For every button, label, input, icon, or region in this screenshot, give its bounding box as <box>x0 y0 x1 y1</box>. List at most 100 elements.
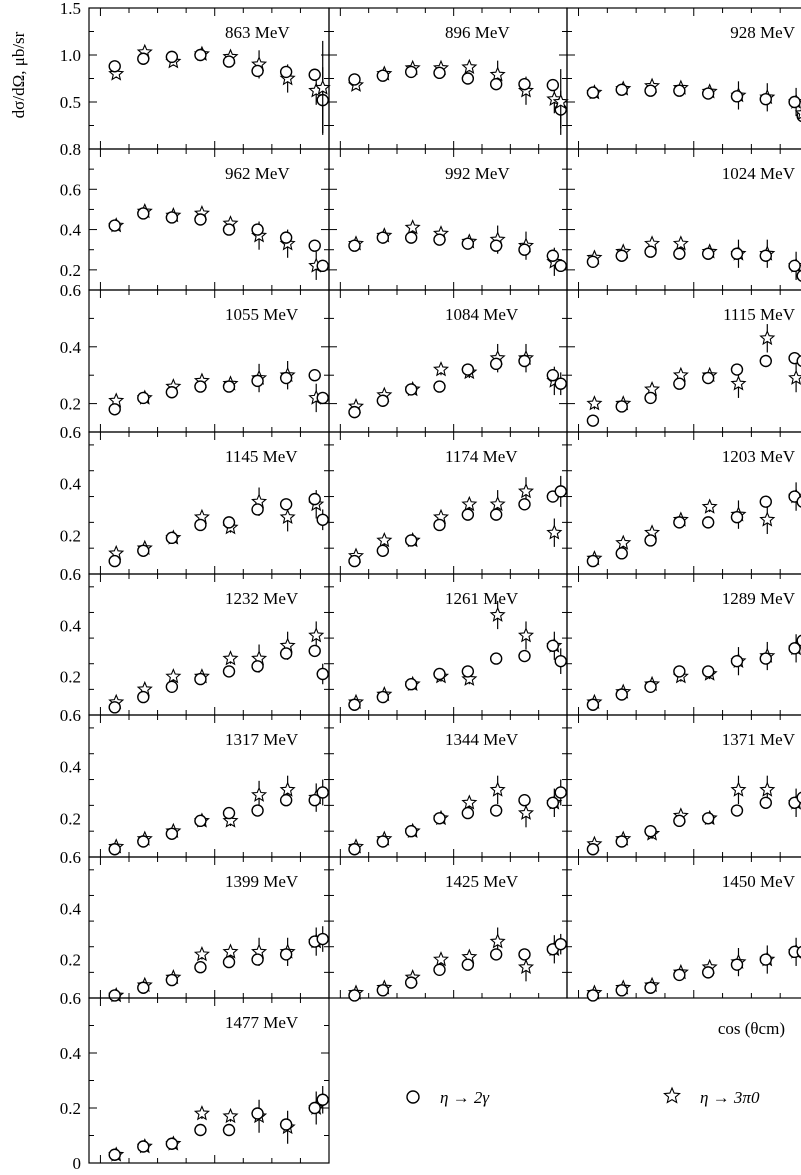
y-tick-label: 0.6 <box>60 706 81 725</box>
circle-point <box>461 958 475 971</box>
circle-point <box>701 516 715 529</box>
circle-point <box>546 249 560 262</box>
star-point <box>461 58 478 75</box>
circle-point <box>316 932 329 946</box>
panel-energy-label: 1289 MeV <box>722 589 796 608</box>
panel-energy-label: 1371 MeV <box>722 730 796 749</box>
circle-point <box>554 786 567 799</box>
star-point <box>193 945 210 962</box>
panel-896-mev: 896 MeV <box>328 7 569 150</box>
star-point <box>165 668 182 684</box>
circle-point <box>673 968 686 982</box>
circle-point <box>615 688 628 701</box>
circle-point <box>518 498 531 511</box>
circle-point <box>615 400 628 413</box>
panel-energy-label: 1055 MeV <box>225 305 299 324</box>
star-point <box>489 781 506 797</box>
panel-1174-mev: 1174 MeV <box>328 431 568 575</box>
panel-energy-label: 1317 MeV <box>225 730 299 749</box>
circle-point <box>222 1123 236 1137</box>
circle-point <box>489 357 503 371</box>
circle-point <box>615 547 628 560</box>
star-point <box>108 65 125 81</box>
circle-point <box>730 804 744 817</box>
circle-point <box>673 814 686 828</box>
circle-point <box>759 953 772 966</box>
circle-point <box>308 644 321 658</box>
circle-point <box>644 534 657 547</box>
legend-label-circle: η → 2γ <box>440 1088 490 1107</box>
panel-energy-label: 1203 MeV <box>722 447 796 466</box>
circle-point <box>730 511 744 524</box>
y-tick-label: 0.2 <box>60 526 81 545</box>
circle-point <box>222 516 236 529</box>
y-tick-label: 0.6 <box>60 281 81 300</box>
circle-point <box>108 403 121 416</box>
panel-1289-mev: 1289 MeV <box>566 573 801 716</box>
circle-point <box>348 554 361 568</box>
circle-point <box>701 966 715 979</box>
circle-point <box>279 948 293 961</box>
star-point <box>222 650 239 666</box>
circle-point <box>796 791 801 804</box>
circle-point <box>165 973 179 987</box>
circle-point <box>586 414 600 427</box>
y-tick-label: 0.4 <box>60 899 82 918</box>
circle-point <box>730 958 744 971</box>
circle-point <box>194 814 207 828</box>
circle-point <box>404 976 418 989</box>
circle-point <box>137 52 150 65</box>
panel-energy-label: 1450 MeV <box>722 872 796 891</box>
star-point <box>759 511 776 527</box>
circle-point <box>615 835 628 848</box>
star-point <box>672 235 689 251</box>
circle-point <box>308 68 321 81</box>
panel-energy-label: 1425 MeV <box>445 872 519 891</box>
circle-point <box>137 544 150 557</box>
circle-point <box>222 223 236 236</box>
circle-point <box>586 698 600 711</box>
circle-point <box>194 961 207 974</box>
y-tick-label: 0.4 <box>60 1044 82 1063</box>
circle-point <box>222 665 236 678</box>
star-point <box>586 395 603 411</box>
circle-point <box>796 945 801 958</box>
star-point <box>546 524 563 540</box>
circle-point <box>489 804 503 817</box>
circle-point <box>461 665 475 678</box>
circle-point <box>489 508 503 521</box>
circle-point <box>546 796 560 809</box>
circle-point <box>433 518 446 532</box>
circle-point <box>673 84 686 97</box>
circle-point <box>137 1140 150 1153</box>
y-axis-label: dσ/dΩ, μb/sr <box>9 31 28 118</box>
circle-point <box>673 516 686 529</box>
circle-point <box>348 698 361 711</box>
circle-point <box>165 386 179 399</box>
legend-label-star: η → 3π0 <box>700 1088 760 1107</box>
panel-1232-mev: 0.2 0.4 0.6 1232 MeV <box>60 565 330 716</box>
circle-point <box>348 239 361 252</box>
panel-1145-mev: 0.2 0.4 0.6 1145 MeV <box>60 423 330 575</box>
circle-point <box>461 508 475 521</box>
circle-point <box>279 498 293 511</box>
circle-point <box>554 377 567 390</box>
panel-energy-label: 1145 MeV <box>225 447 298 466</box>
circle-point <box>518 243 531 256</box>
circle-point <box>108 60 121 73</box>
y-tick-label: 0.4 <box>60 616 82 635</box>
circle-point <box>615 984 628 997</box>
y-tick-label: 0.4 <box>60 475 82 494</box>
star-point <box>615 534 632 550</box>
circle-point <box>376 690 390 704</box>
circle-point <box>251 64 264 78</box>
panel-1477-mev: 0 0.2 0.4 0.6 1477 MeV <box>60 989 330 1173</box>
circle-point <box>194 1123 207 1137</box>
circle-point <box>644 824 657 838</box>
circle-point <box>433 380 446 393</box>
circle-point <box>586 554 600 568</box>
circle-point <box>673 247 686 260</box>
panel-863-mev: 0.5 1.0 1.5 863 MeV <box>60 0 331 150</box>
circle-point <box>251 374 264 388</box>
star-point <box>489 933 506 949</box>
